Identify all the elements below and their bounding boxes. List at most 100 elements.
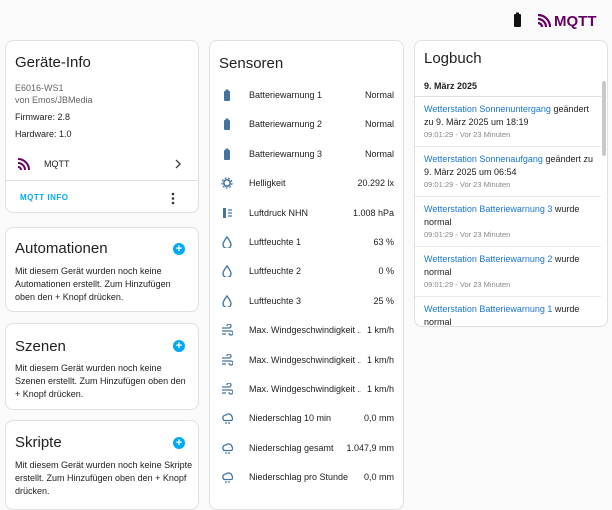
sensor-row[interactable]: Luftfeuchte 1 63 % [210, 228, 403, 257]
entry-time: 09:01:29 - Vor 23 Minuten [424, 230, 511, 239]
entry-message: wurde normal [424, 254, 580, 277]
entry-message: geändert zu 9. März 2025 um 06:54 [424, 154, 593, 177]
entry-text: Wetterstation Batteriewarnung 1 wurde no… [424, 303, 593, 327]
add-button[interactable]: + [173, 340, 185, 352]
entry-text: Wetterstation Sonnenuntergang geändert z… [424, 103, 593, 129]
entry-message: wurde normal [424, 204, 580, 227]
logbook-entry: Wetterstation Batteriewarnung 2 wurde no… [415, 247, 601, 297]
card-title: Automationen [15, 240, 108, 257]
header-icons: MQTT [514, 12, 597, 30]
chevron [175, 159, 181, 169]
menu-button[interactable] [170, 192, 176, 205]
divider [415, 96, 601, 97]
sensor-value: 1 km/h [366, 354, 394, 365]
add-button[interactable]: + [173, 243, 185, 255]
entry-time: 09:01:29 - Vor 23 Minuten [424, 130, 511, 139]
entity-link[interactable]: Wetterstation Batteriewarnung 1 [424, 304, 553, 314]
manufacturer: von Emos/JBMedia [15, 95, 93, 105]
hardware: Hardware: 1.0 [15, 129, 72, 139]
sensor-icon [223, 207, 232, 218]
mqtt-logo-icon [537, 13, 552, 28]
sensor-icon [222, 443, 233, 454]
card-title: Geräte-Info [15, 54, 91, 71]
battery-icon [514, 14, 521, 27]
firmware: Firmware: 2.8 [15, 112, 71, 122]
sensor-icon [222, 294, 232, 307]
scripts-card: Skripte + Mit diesem Gerät wurden noch k… [5, 420, 199, 510]
sensor-icon [222, 413, 233, 425]
entity-link[interactable]: Wetterstation Batteriewarnung 3 [424, 204, 553, 214]
mqtt-info-button[interactable]: MQTT INFO [20, 193, 69, 202]
sensor-icon [224, 148, 230, 160]
entry-message: geändert zu 9. März 2025 um 18:19 [424, 104, 589, 127]
sensor-row[interactable]: Max. Windgeschwindigkeit ... 1 km/h [210, 316, 403, 345]
add-button[interactable]: + [173, 437, 185, 449]
sensor-row[interactable]: Batteriewarnung 1 Normal [210, 81, 403, 110]
logbook-list: Wetterstation Sonnenuntergang geändert z… [415, 97, 601, 327]
logbook-date: 9. März 2025 [424, 81, 478, 91]
integration-link[interactable]: MQTT [44, 159, 70, 169]
automations-card: Automationen + Mit diesem Gerät wurden n… [5, 227, 199, 312]
sensor-name: Luftfeuchte 2 [249, 266, 302, 277]
sensor-icon [222, 472, 233, 484]
sensor-name: Helligkeit [249, 178, 286, 189]
sensor-row[interactable]: Max. Windgeschwindigkeit ... 1 km/h [210, 375, 403, 404]
logbook-entry: Wetterstation Batteriewarnung 3 wurde no… [415, 197, 601, 247]
card-title: Sensoren [219, 55, 284, 72]
sensor-value: 1.047,9 mm [346, 442, 394, 453]
entity-link[interactable]: Wetterstation Sonnenuntergang [424, 104, 551, 114]
sensor-icon [222, 353, 233, 366]
entry-time: 09:01:29 - Vor 23 Minuten [424, 180, 511, 189]
sensor-name: Max. Windgeschwindigkeit ... [249, 325, 361, 336]
entity-link[interactable]: Wetterstation Sonnenaufgang [424, 154, 543, 164]
sensor-row[interactable]: Luftdruck NHN 1.008 hPa [210, 199, 403, 228]
logbook-card: Logbuch 9. März 2025 Wetterstation Sonne… [414, 40, 608, 327]
card-title: Skripte [15, 434, 62, 451]
sensor-value: 0,0 mm [363, 472, 394, 483]
card-title: Logbuch [424, 50, 482, 67]
logbook-entry: Wetterstation Sonnenuntergang geändert z… [415, 97, 601, 147]
sensor-icon [224, 118, 230, 131]
sensor-row[interactable]: Luftfeuchte 2 0 % [210, 257, 403, 286]
sensor-icon [222, 383, 233, 395]
empty-text: Mit diesem Gerät wurden noch keine Autom… [15, 266, 171, 302]
card-title: Szenen [15, 338, 66, 355]
sensor-value: 0,0 mm [363, 413, 394, 424]
sensor-icon [222, 265, 232, 278]
sensor-row[interactable]: Max. Windgeschwindigkeit ... 1 km/h [210, 346, 403, 375]
sensor-row[interactable]: Niederschlag gesamt 1.047,9 mm [210, 434, 403, 463]
divider [6, 180, 198, 181]
empty-text: Mit diesem Gerät wurden noch keine Szene… [15, 363, 186, 399]
mqtt-icon [17, 158, 30, 171]
entry-text: Wetterstation Batteriewarnung 3 wurde no… [424, 203, 593, 229]
entry-message: wurde normal [424, 304, 580, 327]
scrollbar [602, 81, 606, 156]
sensor-value: 63 % [373, 237, 394, 247]
mqtt-logo-text: MQTT [554, 13, 597, 30]
sensor-name: Batteriewarnung 3 [249, 148, 323, 159]
empty-text: Mit diesem Gerät wurden noch keine Skrip… [15, 460, 193, 496]
sensor-row[interactable]: Niederschlag pro Stunde 0,0 mm [210, 463, 403, 492]
sensor-row[interactable]: Helligkeit 20.292 lx [210, 169, 403, 198]
logbook-entry: Wetterstation Batteriewarnung 1 wurde no… [415, 297, 601, 327]
sensor-value: 0 % [378, 266, 394, 277]
entity-link[interactable]: Wetterstation Batteriewarnung 2 [424, 254, 553, 264]
sensor-value: Normal [364, 148, 394, 159]
sensor-icon [221, 177, 233, 189]
sensor-row[interactable]: Batteriewarnung 3 Normal [210, 140, 403, 169]
sensor-name: Niederschlag gesamt [249, 442, 334, 453]
sensor-value: 1.008 hPa [352, 207, 394, 218]
sensor-icon [222, 324, 233, 336]
sensor-row[interactable]: Batteriewarnung 2 Normal [210, 110, 403, 139]
sensor-name: Luftfeuchte 1 [249, 237, 302, 247]
logbook-entry: Wetterstation Sonnenaufgang geändert zu … [415, 147, 601, 197]
sensor-icon [224, 89, 230, 101]
device-info-card: Geräte-Info E6016-WS1 von Emos/JBMedia F… [5, 40, 199, 213]
sensor-value: Normal [364, 119, 394, 130]
sensors-card: Sensoren Batteriewarnung 1 Normal Batterie… [209, 40, 404, 510]
sensor-row[interactable]: Luftfeuchte 3 25 % [210, 287, 403, 316]
entry-time: 09:01:29 - Vor 23 Minuten [424, 280, 511, 289]
scenes-card: Szenen + Mit diesem Gerät wurden noch ke… [5, 323, 199, 410]
sensor-row[interactable]: Niederschlag 10 min 0,0 mm [210, 404, 403, 433]
